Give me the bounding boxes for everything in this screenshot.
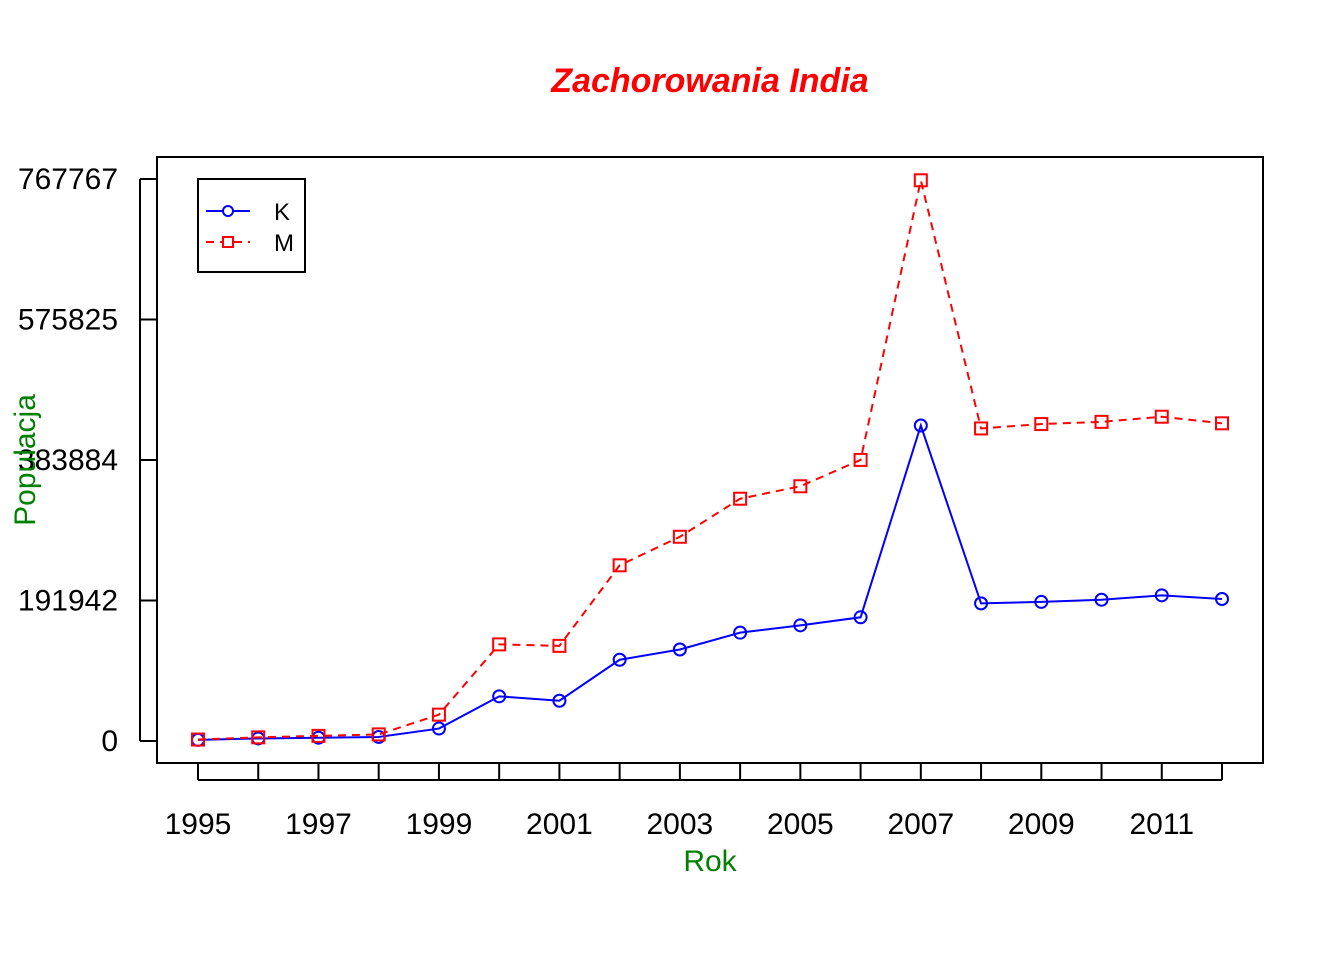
data-point bbox=[371, 727, 386, 742]
data-point bbox=[974, 421, 989, 436]
x-tick-label: 2003 bbox=[647, 808, 714, 841]
data-point bbox=[612, 558, 627, 573]
data-point bbox=[853, 610, 868, 625]
legend-box bbox=[197, 178, 306, 273]
data-point bbox=[913, 418, 928, 433]
data-point bbox=[1094, 414, 1109, 429]
data-point bbox=[974, 596, 989, 611]
legend-label: M bbox=[274, 230, 294, 257]
data-point bbox=[793, 618, 808, 633]
data-point bbox=[1094, 592, 1109, 607]
x-tick-label: 2001 bbox=[526, 808, 593, 841]
data-point bbox=[733, 491, 748, 506]
y-axis-title: Populacja bbox=[9, 394, 42, 526]
data-point bbox=[1034, 594, 1049, 609]
y-axis: 0 191942 383884 575825 767767 bbox=[18, 163, 157, 758]
x-axis-title: Rok bbox=[683, 845, 737, 878]
series-line bbox=[197, 422, 1223, 741]
data-point bbox=[1154, 409, 1169, 424]
data-point bbox=[1154, 588, 1169, 603]
data-point bbox=[672, 529, 687, 544]
data-point bbox=[492, 637, 507, 652]
y-tick-label: 767767 bbox=[18, 163, 118, 196]
plot-frame bbox=[156, 156, 1264, 764]
data-point bbox=[1034, 417, 1049, 432]
y-tick-label: 575825 bbox=[18, 304, 118, 337]
x-tick-label: 2007 bbox=[887, 808, 954, 841]
chart-title: Zachorowania India bbox=[550, 62, 868, 100]
series-line bbox=[197, 180, 1223, 741]
legend-label: K bbox=[274, 199, 290, 226]
data-point bbox=[672, 642, 687, 657]
data-point bbox=[552, 638, 567, 653]
data-point bbox=[431, 721, 446, 736]
x-tick-label: 2005 bbox=[767, 808, 834, 841]
x-tick-label: 1999 bbox=[406, 808, 473, 841]
data-point bbox=[612, 652, 627, 667]
data-point bbox=[733, 625, 748, 640]
data-point bbox=[1215, 416, 1229, 431]
data-point bbox=[311, 728, 326, 743]
y-tick-label: 0 bbox=[101, 725, 118, 758]
x-tick-label: 2011 bbox=[1130, 808, 1195, 841]
series-K bbox=[191, 418, 1229, 747]
data-point bbox=[853, 452, 868, 467]
x-tick-label: 1995 bbox=[165, 808, 232, 841]
series-layer bbox=[191, 173, 1229, 747]
x-tick-label: 1997 bbox=[285, 808, 352, 841]
data-point bbox=[191, 732, 205, 747]
data-point bbox=[492, 689, 507, 704]
y-tick-label: 191942 bbox=[18, 584, 118, 617]
x-axis: 1995 1997 1999 2001 2003 2005 2007 2009 2011 bbox=[165, 763, 1223, 841]
legend: KM bbox=[197, 178, 306, 273]
series-M bbox=[191, 173, 1229, 747]
data-point bbox=[1215, 591, 1229, 606]
x-tick-label: 2009 bbox=[1008, 808, 1075, 841]
y-tick-label: 383884 bbox=[18, 444, 118, 477]
data-point bbox=[431, 707, 446, 722]
data-point bbox=[552, 693, 567, 708]
data-point bbox=[251, 730, 266, 745]
legend-marker bbox=[222, 205, 234, 217]
legend-marker bbox=[222, 236, 234, 248]
data-point bbox=[913, 173, 928, 188]
data-point bbox=[793, 479, 808, 494]
